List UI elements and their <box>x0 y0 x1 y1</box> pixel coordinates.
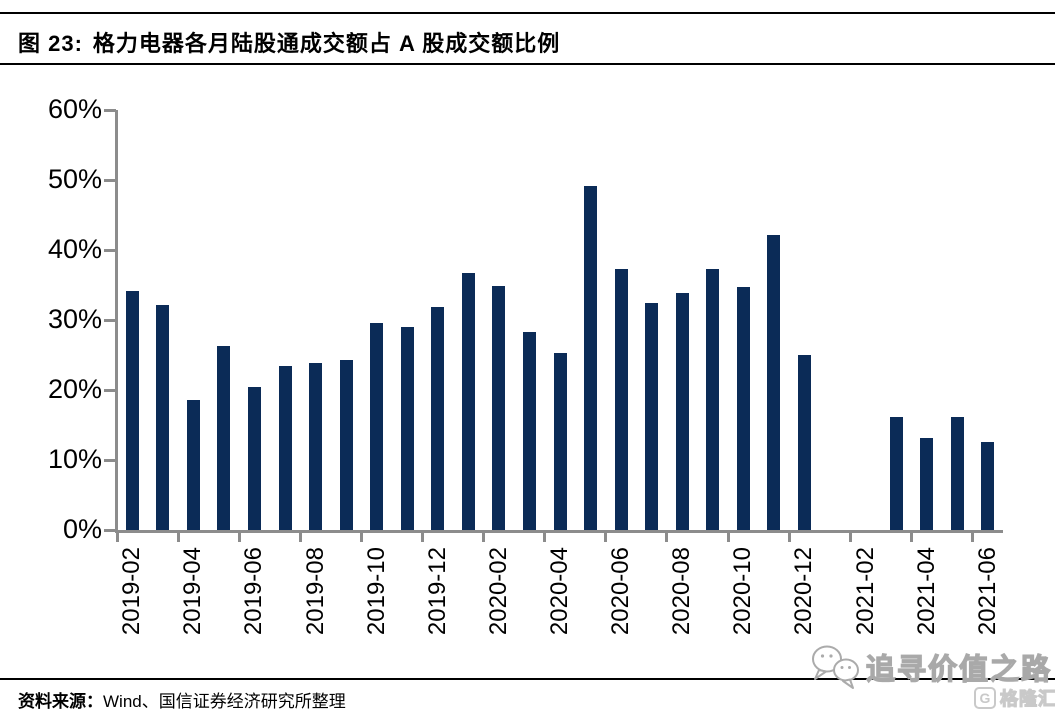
bar-2020-04 <box>553 353 567 530</box>
y-axis-label: 20% <box>47 374 102 404</box>
y-axis-label: 50% <box>47 164 102 194</box>
y-axis-tick <box>104 109 116 112</box>
x-axis-tick <box>909 530 913 542</box>
y-axis-label: 30% <box>47 304 102 334</box>
figure-title: 图 23: 格力电器各月陆股通成交额占 A 股成交额比例 <box>18 26 560 58</box>
bar-2020-02 <box>492 286 506 530</box>
bar-2020-05 <box>584 186 598 530</box>
y-axis-line <box>115 110 118 533</box>
x-axis-label: 2019-02 <box>118 547 146 636</box>
x-axis-label: 2020-08 <box>668 547 696 636</box>
bar-2020-01 <box>461 273 475 530</box>
x-axis-tick <box>970 530 974 542</box>
x-axis-label: 2020-02 <box>484 547 512 636</box>
x-axis-tick <box>176 530 180 542</box>
bar-2020-11 <box>767 235 781 530</box>
x-axis-tick <box>421 530 425 542</box>
x-axis-tick <box>482 530 486 542</box>
source-label: 资料来源： <box>18 692 103 711</box>
x-axis-label: 2020-10 <box>729 547 757 636</box>
x-axis-label: 2019-06 <box>240 547 268 636</box>
y-axis-label: 0% <box>62 514 102 544</box>
bar-2020-12 <box>797 355 811 530</box>
x-axis-label: 2019-04 <box>179 547 207 636</box>
bar-2019-08 <box>309 363 323 530</box>
x-axis-label: 2019-10 <box>362 547 390 636</box>
x-axis-label: 2019-08 <box>301 547 329 636</box>
bar-2021-06 <box>981 442 995 530</box>
title-underline-rule <box>0 63 1055 65</box>
bar-2020-06 <box>614 269 628 530</box>
x-axis-tick <box>298 530 302 542</box>
top-rule <box>0 12 1055 14</box>
y-axis-tick <box>104 459 116 462</box>
watermark-text: 追寻价值之路 <box>865 653 1053 686</box>
y-axis-tick <box>104 179 116 182</box>
figure-title-text: 格力电器各月陆股通成交额占 A 股成交额比例 <box>92 31 561 56</box>
x-axis-tick <box>787 530 791 542</box>
x-axis-tick <box>359 530 363 542</box>
bar-2019-04 <box>186 400 200 530</box>
bar-2019-05 <box>217 346 231 530</box>
bar-2019-06 <box>247 387 261 530</box>
watermark: 追寻价值之路 <box>810 643 1052 691</box>
figure-number-label: 图 23: <box>18 31 83 56</box>
gelonghui-text: 格隆汇 <box>999 688 1055 709</box>
chat-bubbles-icon <box>812 645 859 689</box>
bar-2020-09 <box>706 269 720 530</box>
bar-2019-09 <box>339 360 353 530</box>
y-axis-tick <box>104 249 116 252</box>
source-note: 资料来源：Wind、国信证券经济研究所整理 <box>18 687 346 712</box>
x-axis-tick <box>604 530 608 542</box>
x-axis-tick <box>848 530 852 542</box>
footer-rule <box>0 678 1055 680</box>
bar-2020-08 <box>675 293 689 530</box>
y-axis-tick <box>104 389 116 392</box>
y-axis-label: 40% <box>47 234 102 264</box>
bar-2019-02 <box>125 291 139 530</box>
x-axis-label: 2020-04 <box>546 547 573 636</box>
bar-2020-03 <box>522 332 536 530</box>
x-axis-tick <box>665 530 669 542</box>
bar-2019-07 <box>278 366 292 530</box>
gelonghui-logo: G 格隆汇 <box>974 685 1055 711</box>
x-axis-tick <box>115 530 119 542</box>
y-axis-label: 60% <box>47 94 102 124</box>
x-axis-tick <box>237 530 241 542</box>
bar-2021-04 <box>920 438 934 530</box>
y-axis-label: 10% <box>47 444 102 474</box>
bar-2019-10 <box>370 323 384 530</box>
bar-2019-11 <box>400 327 414 530</box>
y-axis-tick <box>104 529 116 532</box>
bar-2019-03 <box>156 305 170 530</box>
bar-2019-12 <box>431 307 445 530</box>
x-axis-tick <box>543 530 547 542</box>
bar-2020-07 <box>645 303 659 530</box>
x-axis-line <box>115 530 1003 533</box>
bar-2021-05 <box>950 417 964 530</box>
x-axis-label: 2019-12 <box>423 547 451 636</box>
bar-2021-03 <box>889 417 903 530</box>
gelonghui-icon: G <box>974 687 996 709</box>
x-axis-tick <box>726 530 730 542</box>
bar-2020-10 <box>736 287 750 530</box>
x-axis-label: 2020-06 <box>607 547 635 636</box>
source-text: Wind、国信证券经济研究所整理 <box>103 692 346 711</box>
y-axis-tick <box>104 319 116 322</box>
